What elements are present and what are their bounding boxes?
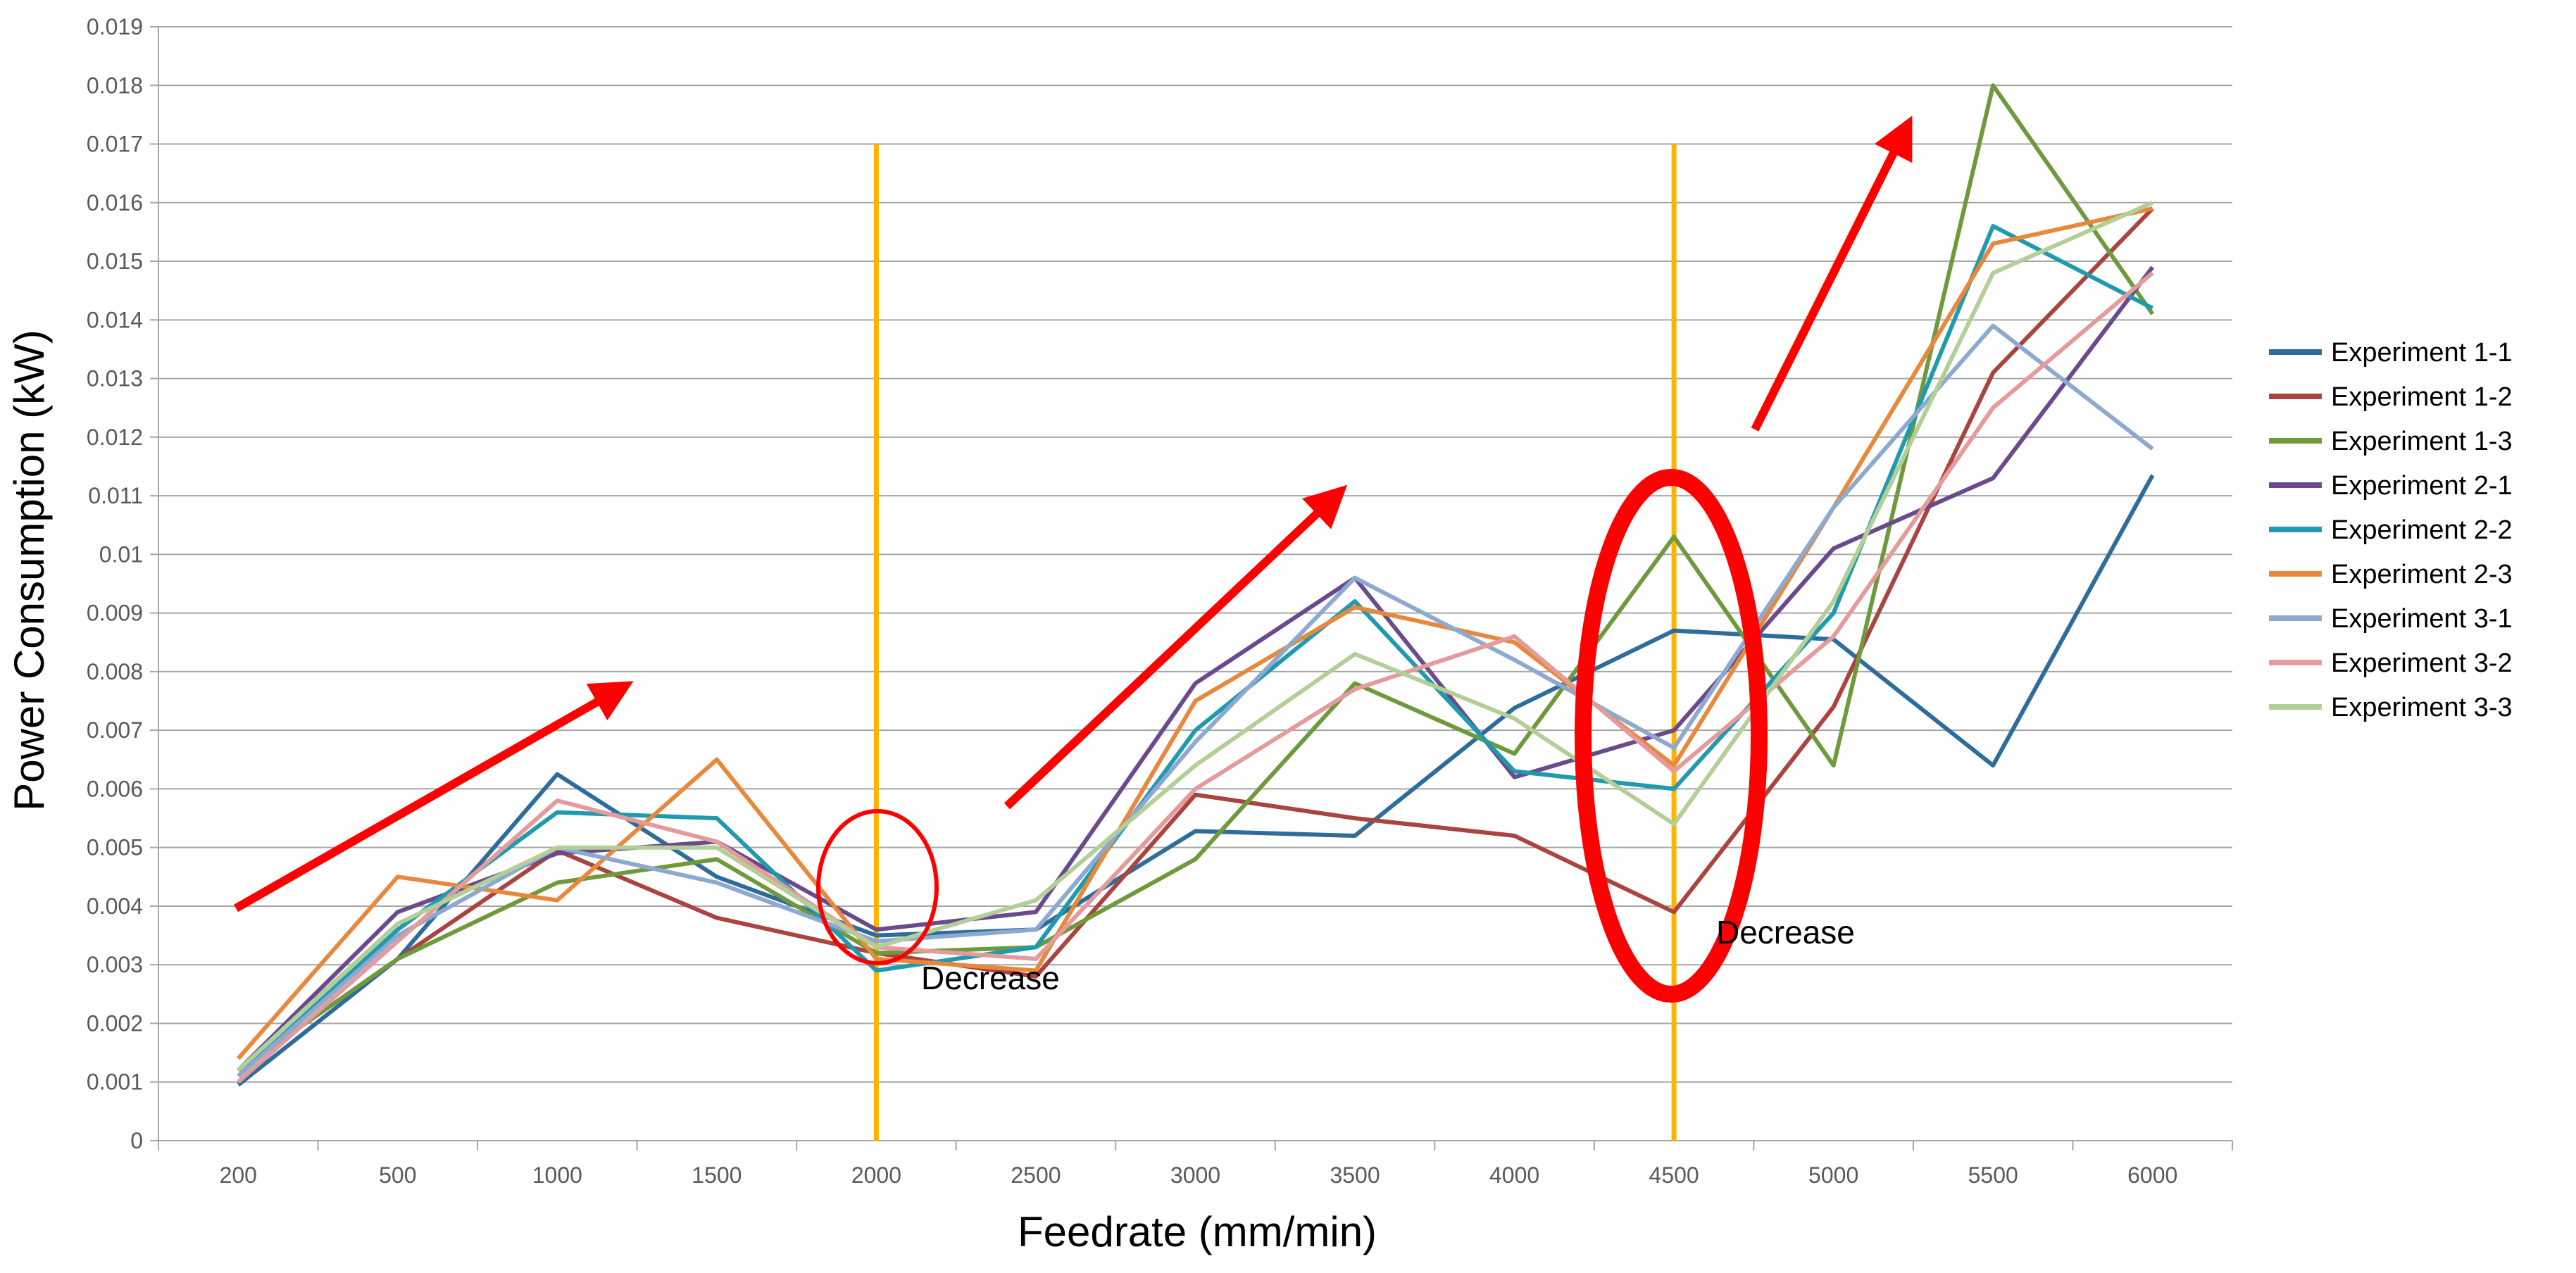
legend-label: Experiment 3-1 xyxy=(2331,604,2513,634)
x-tick-label: 1000 xyxy=(532,1162,582,1188)
gridlines xyxy=(158,26,2232,1083)
trend-arrow-2 xyxy=(1003,484,1348,810)
trend-arrow-1 xyxy=(234,681,634,913)
y-tick-labels: 0 0.001 0.002 0.003 0.004 0.005 0.006 0.007 0.00… xyxy=(87,14,143,1153)
series-lines xyxy=(237,83,2155,1087)
y-axis-title: Power Consumption (kW) xyxy=(6,330,53,811)
decrease-highlight-circle-small xyxy=(816,809,939,965)
y-tick-label: 0.018 xyxy=(87,73,143,98)
legend-label: Experiment 2-1 xyxy=(2331,471,2513,501)
series-line xyxy=(237,207,2154,1072)
y-tick-label: 0.019 xyxy=(87,14,143,39)
y-tick-label: 0.012 xyxy=(87,425,143,450)
legend-label: Experiment 2-2 xyxy=(2331,515,2513,545)
series-line xyxy=(237,265,2155,1072)
trend-arrow-3 xyxy=(1751,115,1913,432)
x-tick-label: 4000 xyxy=(1489,1162,1539,1188)
y-tick-label: 0.017 xyxy=(87,132,143,157)
legend: Experiment 1-1 Experiment 1-2 Experiment 1… xyxy=(2269,338,2513,722)
y-tick-label: 0.003 xyxy=(87,952,143,977)
series-line xyxy=(237,271,2154,1084)
y-tick-label: 0.008 xyxy=(87,659,143,684)
y-tick-label: 0.002 xyxy=(87,1010,143,1036)
x-tick-label: 4500 xyxy=(1649,1162,1699,1188)
legend-label: Experiment 1-3 xyxy=(2331,427,2513,456)
y-tick-label: 0.001 xyxy=(87,1070,143,1095)
x-tick-label: 2000 xyxy=(851,1162,901,1188)
legend-label: Experiment 1-1 xyxy=(2331,338,2513,368)
y-tick-label: 0.013 xyxy=(87,366,143,391)
y-tick-label: 0.015 xyxy=(87,249,143,274)
decrease-highlight-circle-large xyxy=(1575,469,1768,1003)
legend-label: Experiment 3-2 xyxy=(2331,648,2513,678)
x-tick-label: 200 xyxy=(220,1162,257,1188)
x-tick-label: 500 xyxy=(379,1162,416,1188)
legend-label: Experiment 3-3 xyxy=(2331,693,2513,722)
series-line xyxy=(237,224,2154,1078)
x-tick-label: 5000 xyxy=(1808,1162,1858,1188)
x-tick-label: 3000 xyxy=(1170,1162,1220,1188)
legend-label: Experiment 2-3 xyxy=(2331,560,2513,589)
y-tick-label: 0.01 xyxy=(99,541,143,567)
x-tick-label: 1500 xyxy=(692,1162,742,1188)
y-tick-label: 0.014 xyxy=(87,307,143,332)
series-line xyxy=(237,83,2155,1072)
y-tick-label: 0.007 xyxy=(87,717,143,743)
legend-label: Experiment 1-2 xyxy=(2331,382,2513,412)
y-tick-label: 0.004 xyxy=(87,893,143,919)
x-axis-title: Feedrate (mm/min) xyxy=(1018,1208,1377,1255)
series-line xyxy=(237,474,2155,1087)
y-tick-label: 0.005 xyxy=(87,835,143,860)
y-tick-label: 0.016 xyxy=(87,190,143,215)
y-tick-label: 0.011 xyxy=(88,483,143,508)
annotation-decrease-1: Decrease xyxy=(921,960,1060,996)
y-tick-label: 0 xyxy=(130,1128,143,1153)
y-tick-label: 0.006 xyxy=(87,776,143,801)
x-tick-label: 2500 xyxy=(1011,1162,1061,1188)
annotation-overlay: Decrease Decrease xyxy=(234,115,1913,1003)
x-tick-label: 3500 xyxy=(1330,1162,1380,1188)
vertical-marker-lines xyxy=(873,144,1677,1141)
series-line xyxy=(237,201,2153,1072)
x-tick-label: 5500 xyxy=(1968,1162,2018,1188)
x-tick-labels: 200 500 1000 1500 2000 2500 3000 3500 4000 4500 50… xyxy=(220,1162,2178,1188)
axes xyxy=(150,26,2233,1150)
y-tick-label: 0.009 xyxy=(87,601,143,626)
annotation-decrease-2: Decrease xyxy=(1716,914,1855,951)
x-tick-label: 6000 xyxy=(2127,1162,2177,1188)
